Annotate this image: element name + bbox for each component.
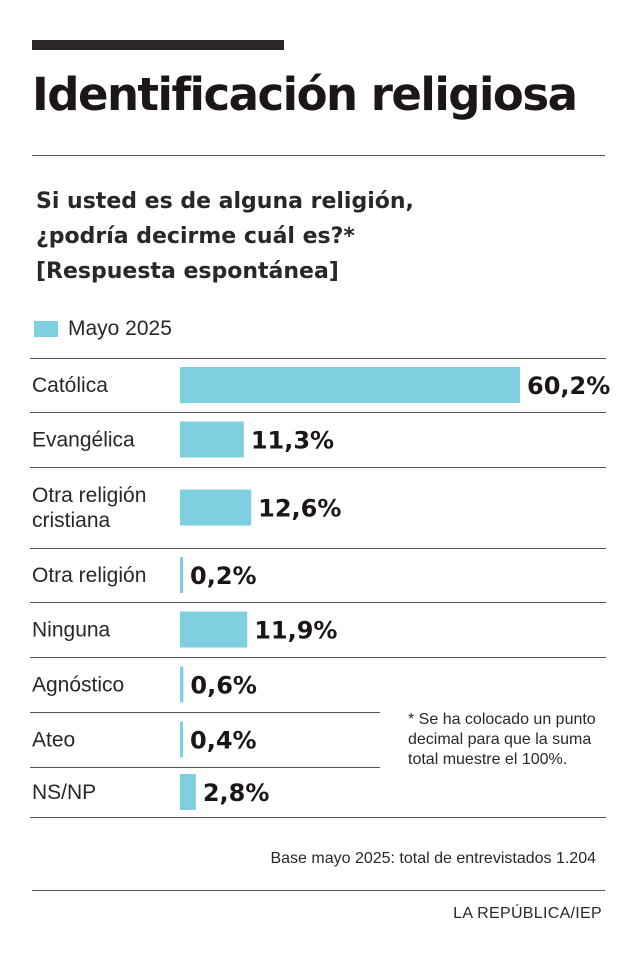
- category-label: NS/NP: [32, 781, 96, 804]
- value-label: 0,2%: [190, 562, 257, 590]
- question-line-1: Si usted es de alguna religión,: [36, 189, 414, 214]
- bar: [180, 721, 183, 758]
- bar: [180, 421, 244, 458]
- source-credit: LA REPÚBLICA/IEP: [453, 905, 602, 922]
- title-divider: [32, 155, 605, 156]
- bar: [180, 489, 252, 526]
- category-label: cristiana: [32, 509, 111, 532]
- title-accent-bar: [32, 40, 284, 50]
- bar: [180, 666, 184, 703]
- bar: [180, 557, 183, 593]
- chart-title: Identificación religiosa: [32, 68, 578, 121]
- bar: [180, 774, 196, 810]
- value-label: 12,6%: [258, 495, 341, 523]
- legend: Mayo 2025: [34, 316, 172, 342]
- category-label: Ateo: [32, 729, 75, 752]
- value-label: 11,3%: [251, 427, 334, 455]
- category-label: Otra religión: [32, 564, 146, 587]
- value-label: 0,4%: [190, 727, 257, 755]
- base-note: Base mayo 2025: total de entrevistados 1…: [270, 850, 596, 867]
- footnote: * Se ha colocado un punto decimal para q…: [408, 711, 596, 768]
- footer-divider: [32, 890, 605, 891]
- category-label: Ninguna: [32, 619, 111, 642]
- legend-label: Mayo 2025: [68, 317, 172, 340]
- category-label: Evangélica: [32, 429, 135, 452]
- value-label: 2,8%: [203, 779, 270, 807]
- value-label: 11,9%: [254, 617, 337, 645]
- bar: [180, 611, 248, 648]
- bar: [180, 367, 520, 403]
- survey-question: Si usted es de alguna religión, ¿podría …: [36, 184, 596, 289]
- category-label: Otra religión: [32, 484, 146, 507]
- legend-swatch: [34, 321, 58, 337]
- category-label: Agnóstico: [32, 674, 124, 697]
- question-line-2: ¿podría decirme cuál es?*: [36, 224, 355, 249]
- value-label: 0,6%: [190, 672, 257, 700]
- category-label: Católica: [32, 374, 108, 397]
- value-label: 60,2%: [527, 372, 610, 400]
- question-line-3: [Respuesta espontánea]: [36, 259, 339, 284]
